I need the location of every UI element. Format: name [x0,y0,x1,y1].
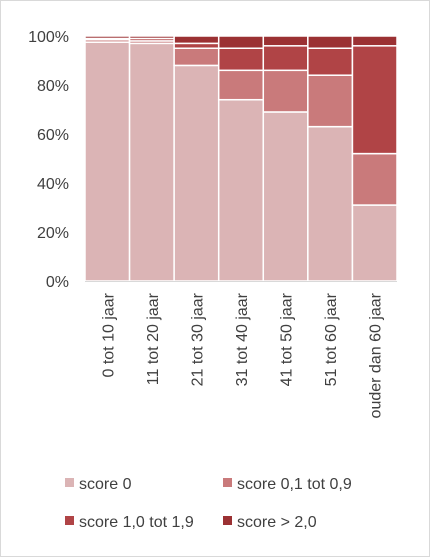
legend-label: score > 2,0 [237,514,317,531]
y-tick-label: 100% [28,29,69,46]
x-category-label: 41 tot 50 jaar [279,292,296,386]
y-tick-label: 0% [46,274,69,291]
bar-segment-4-2 [128,35,175,40]
y-tick-label: 80% [37,78,69,95]
bar-area [84,35,398,282]
x-category-label: 31 tot 40 jaar [234,292,251,386]
bar-segment-3-5 [262,45,309,72]
bar-segment-3-7 [351,45,398,155]
bar-segment-4-7 [351,35,398,47]
bar-segment-1-7 [351,204,398,282]
bar-segment-1-2 [128,42,175,282]
bar-segment-1-4 [217,98,265,282]
legend-label: score 0,1 tot 0,9 [237,476,352,493]
x-category-label: 0 tot 10 jaar [100,292,117,377]
bar-segment-2-4 [217,69,265,101]
x-category-label: ouder dan 60 jaar [368,292,385,418]
x-category-label: 21 tot 30 jaar [189,292,206,386]
legend-swatch [223,478,232,487]
legend-swatch [223,516,232,525]
legend-swatch [65,478,74,487]
bar-segment-2-7 [351,152,398,206]
bar-segment-3-6 [307,47,354,76]
bar-segment-1-6 [307,125,354,282]
x-category-label: 51 tot 60 jaar [323,292,340,386]
bar-segment-2-5 [262,69,309,113]
legend: score 0 score 0,1 tot 0,9 score 1,0 tot 1,… [65,476,352,531]
legend-label: score 0 [79,476,132,493]
x-axis: 0 tot 10 jaar 11 tot 20 jaar 21 tot 30 jaa… [85,281,397,418]
bar-segment-2-6 [307,74,354,128]
bar-segment-4-6 [307,35,354,49]
bar-segment-4-5 [262,35,309,47]
y-tick-label: 60% [37,127,69,144]
legend-swatch [65,516,74,525]
bar-segment-1-3 [173,64,220,282]
bar-segment-3-4 [217,47,265,72]
y-tick-label: 20% [37,225,69,242]
bar-segment-4-3 [173,35,220,45]
bar-segment-1-5 [262,111,309,282]
bar-segment-2-3 [173,47,220,67]
y-tick-label: 40% [37,176,69,193]
bar-segment-1-1 [84,41,131,282]
y-axis: 0% 20% 40% 60% 80% 100% [28,29,69,291]
bar-segment-4-1 [84,35,131,40]
x-category-label: 11 tot 20 jaar [145,292,162,385]
legend-label: score 1,0 tot 1,9 [79,514,194,531]
bar-segment-4-4 [217,35,265,49]
